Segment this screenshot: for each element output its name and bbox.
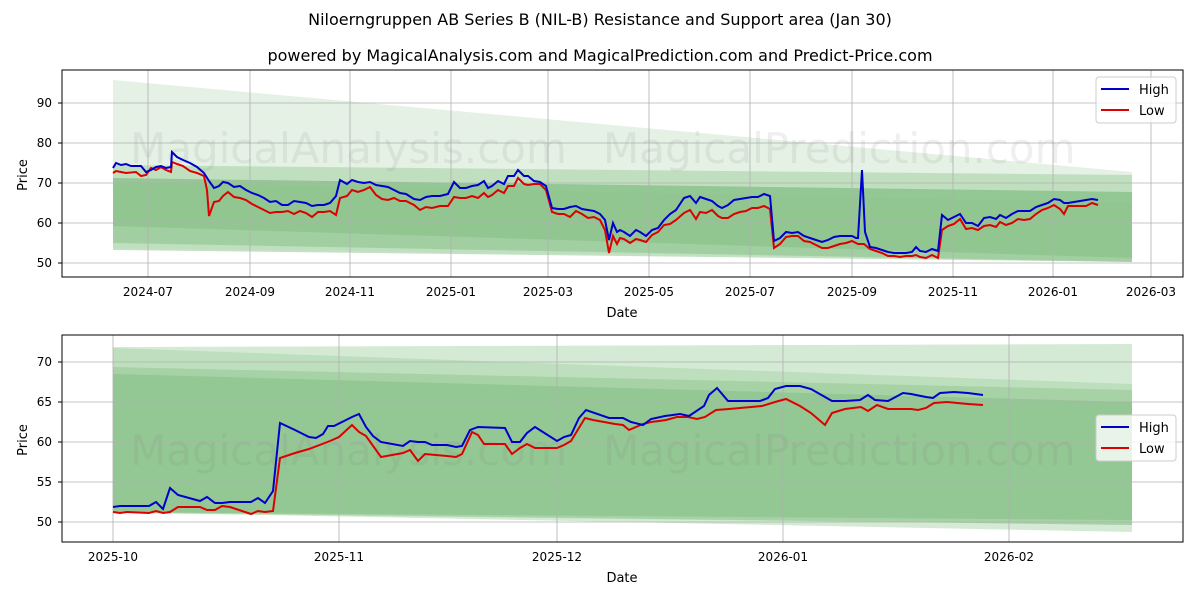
top-legend: High Low	[1095, 76, 1177, 124]
svg-text:70: 70	[37, 355, 52, 369]
low-series-line	[112, 160, 1099, 260]
legend-low-label: Low	[1139, 104, 1165, 119]
top-y-axis-label: Price	[16, 159, 31, 191]
bottom-y-axis-label: Price	[16, 424, 31, 456]
top-chart: MagicalAnalysis.com MagicalPrediction.co…	[16, 69, 1184, 321]
svg-text:70: 70	[37, 176, 52, 190]
svg-text:2024-07: 2024-07	[123, 285, 173, 299]
bottom-x-ticks: 2025-10 2025-11 2025-12 2026-01 2026-02	[88, 550, 1034, 564]
watermark-prediction: MagicalPrediction.com	[603, 124, 1076, 173]
svg-text:55: 55	[37, 475, 52, 489]
svg-text:60: 60	[37, 216, 52, 230]
svg-text:2025-01: 2025-01	[426, 285, 476, 299]
bottom-x-axis-label: Date	[606, 571, 637, 586]
legend-high-label: High	[1139, 421, 1169, 436]
high-series-line	[112, 385, 984, 511]
top-x-axis-label: Date	[606, 306, 637, 321]
bottom-plot-frame	[61, 334, 1184, 543]
low-series-line	[112, 397, 984, 516]
svg-text:2026-03: 2026-03	[1126, 285, 1176, 299]
svg-text:50: 50	[37, 256, 52, 270]
svg-text:2025-07: 2025-07	[725, 285, 775, 299]
svg-text:2025-05: 2025-05	[624, 285, 674, 299]
legend-high-label: High	[1139, 83, 1169, 98]
svg-text:65: 65	[37, 395, 52, 409]
svg-text:2024-11: 2024-11	[325, 285, 375, 299]
svg-text:2026-01: 2026-01	[758, 550, 808, 564]
bottom-y-ticks: 70 65 60 55 50	[37, 355, 62, 529]
top-y-ticks: 90 80 70 60 50	[37, 96, 62, 270]
svg-text:2025-12: 2025-12	[532, 550, 582, 564]
svg-text:2025-11: 2025-11	[314, 550, 364, 564]
svg-text:2024-09: 2024-09	[225, 285, 275, 299]
svg-text:80: 80	[37, 136, 52, 150]
legend-low-label: Low	[1139, 442, 1165, 457]
high-series-line	[112, 149, 1099, 254]
watermark-prediction: MagicalPrediction.com	[603, 426, 1076, 475]
svg-text:2025-03: 2025-03	[523, 285, 573, 299]
chart-subtitle: powered by MagicalAnalysis.com and Magic…	[267, 46, 933, 65]
svg-text:2025-10: 2025-10	[88, 550, 138, 564]
svg-text:2026-01: 2026-01	[1028, 285, 1078, 299]
top-plot-frame	[61, 69, 1184, 278]
top-x-ticks: 2024-07 2024-09 2024-11 2025-01 2025-03 …	[123, 285, 1176, 299]
svg-text:2025-09: 2025-09	[827, 285, 877, 299]
support-band-dark	[113, 374, 1132, 520]
watermark-analysis: MagicalAnalysis.com	[130, 124, 567, 173]
chart-title: Niloerngruppen AB Series B (NIL-B) Resis…	[308, 10, 892, 29]
bottom-legend: High Low	[1095, 414, 1177, 462]
svg-text:60: 60	[37, 435, 52, 449]
svg-text:50: 50	[37, 515, 52, 529]
svg-text:2025-11: 2025-11	[928, 285, 978, 299]
svg-text:90: 90	[37, 96, 52, 110]
svg-text:2026-02: 2026-02	[984, 550, 1034, 564]
support-band-dark2	[113, 182, 1132, 262]
watermark-analysis: MagicalAnalysis.com	[130, 426, 567, 475]
bottom-chart: MagicalAnalysis.com MagicalPrediction.co…	[16, 334, 1184, 586]
grid-lines	[62, 335, 1183, 542]
